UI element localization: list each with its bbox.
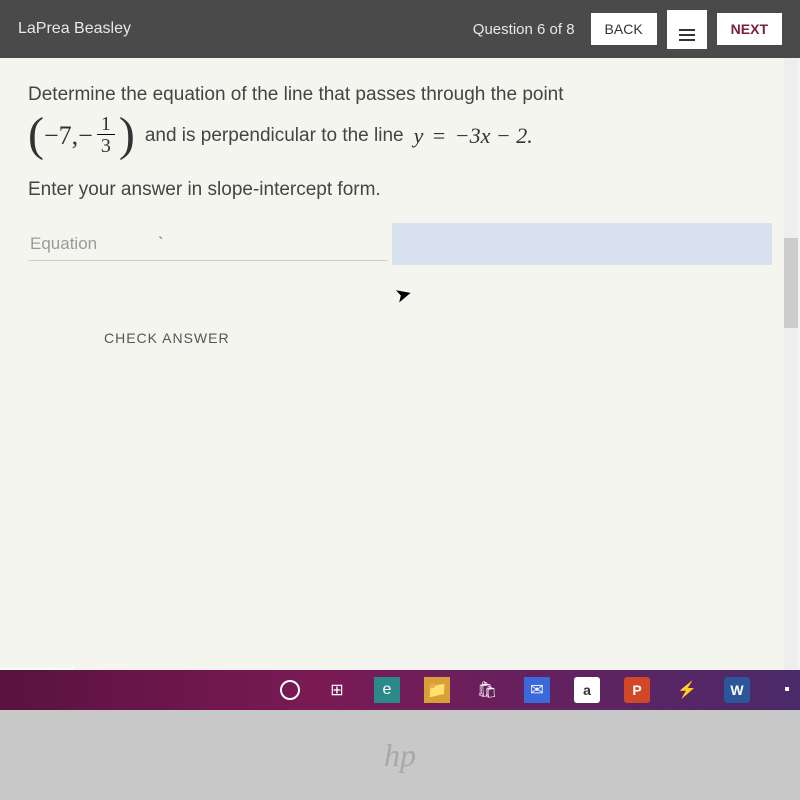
- instruction-text: Enter your answer in slope-intercept for…: [28, 179, 772, 201]
- word-icon[interactable]: W: [724, 677, 750, 703]
- check-answer-button[interactable]: CHECK ANSWER: [98, 320, 236, 356]
- frac-sign: −: [78, 121, 93, 151]
- point-expression: ( −7, − 1 3 ): [28, 114, 135, 157]
- menu-button[interactable]: [667, 10, 707, 49]
- back-button[interactable]: BACK: [591, 13, 657, 45]
- eq-equals: =: [433, 123, 445, 148]
- laptop-bezel: hp: [0, 710, 800, 800]
- answer-row: Equation: [28, 223, 772, 265]
- next-button[interactable]: NEXT: [717, 13, 782, 45]
- files-icon[interactable]: 📁: [424, 677, 450, 703]
- point-x: −7,: [44, 121, 78, 151]
- line-equation: y = −3x − 2.: [414, 123, 533, 149]
- mid-text: and is perpendicular to the line: [145, 125, 404, 147]
- store-icon[interactable]: 🛍: [474, 677, 500, 703]
- app-window: LaPrea Beasley Question 6 of 8 BACK NEXT…: [0, 0, 800, 680]
- user-name: LaPrea Beasley: [18, 20, 131, 38]
- question-content: Determine the equation of the line that …: [0, 58, 800, 382]
- answer-highlight[interactable]: [392, 223, 772, 265]
- cortana-icon[interactable]: [280, 680, 300, 700]
- amazon-icon[interactable]: a: [574, 677, 600, 703]
- eq-lhs: y: [414, 123, 424, 148]
- task-view-icon[interactable]: ⊞: [324, 677, 350, 703]
- header-bar: LaPrea Beasley Question 6 of 8 BACK NEXT: [0, 0, 800, 58]
- hp-logo: hp: [384, 737, 416, 774]
- equation-input[interactable]: Equation: [28, 228, 388, 261]
- powerpoint-icon[interactable]: P: [624, 677, 650, 703]
- left-paren: (: [28, 116, 44, 154]
- more-icon[interactable]: ▪: [774, 677, 800, 703]
- math-row: ( −7, − 1 3 ) and is perpendicular to th…: [28, 114, 772, 157]
- scrollbar-thumb[interactable]: [784, 238, 798, 328]
- taskbar: ⊞ e 📁 🛍 ✉ a P ⚡ W ▪: [0, 670, 800, 710]
- question-counter: Question 6 of 8: [473, 21, 575, 38]
- question-text-line1: Determine the equation of the line that …: [28, 84, 772, 106]
- menu-icon: [679, 29, 695, 41]
- fraction: 1 3: [97, 114, 115, 157]
- frac-numerator: 1: [97, 114, 115, 135]
- right-paren: ): [119, 116, 135, 154]
- mail-icon[interactable]: ✉: [524, 677, 550, 703]
- bolt-icon[interactable]: ⚡: [674, 677, 700, 703]
- frac-denominator: 3: [97, 135, 115, 157]
- edge-icon[interactable]: e: [374, 677, 400, 703]
- scrollbar[interactable]: [784, 58, 798, 680]
- eq-rhs: −3x − 2.: [455, 123, 533, 148]
- nav-group: Question 6 of 8 BACK NEXT: [473, 10, 782, 49]
